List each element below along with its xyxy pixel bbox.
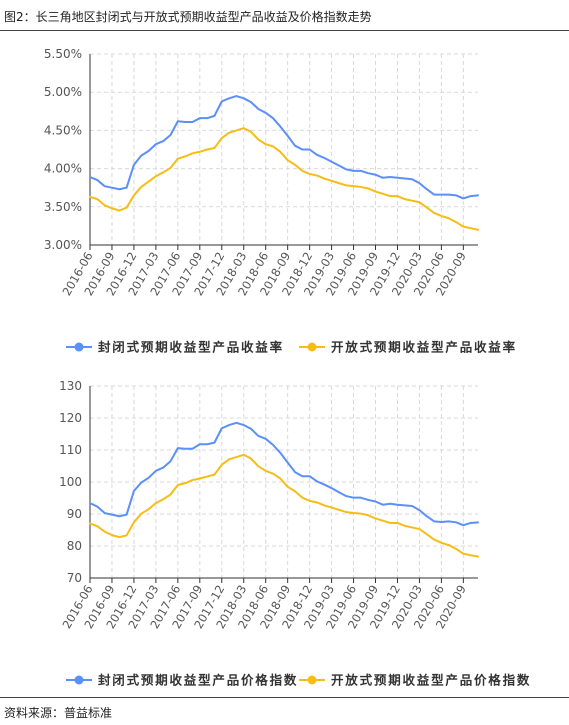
y-tick-label: 100	[59, 475, 82, 489]
series-line-0	[89, 421, 479, 527]
y-tick-label: 110	[59, 443, 82, 457]
y-tick-label: 5.50%	[44, 47, 82, 61]
legend-marker	[307, 675, 317, 685]
legend-item-1: 开放式预期收益型产品收益率	[299, 340, 517, 355]
legend-marker	[307, 342, 317, 352]
legend-label: 封闭式预期收益型产品收益率	[98, 340, 284, 355]
source-note: 资料来源：普益标准	[4, 706, 113, 720]
y-tick-label: 80	[67, 539, 82, 553]
figure-title: 图2：长三角地区封闭式与开放式预期收益型产品收益及价格指数走势	[4, 10, 372, 24]
series-line-1	[89, 453, 479, 558]
y-tick-label: 5.00%	[44, 85, 82, 99]
series-line-1	[89, 127, 479, 231]
y-tick-label: 70	[67, 571, 82, 585]
y-tick-label: 90	[67, 507, 82, 521]
bottom-rule	[0, 697, 569, 698]
legend-marker	[74, 675, 84, 685]
legend-label: 开放式预期收益型产品收益率	[331, 340, 517, 355]
y-tick-label: 130	[59, 379, 82, 393]
legend-item-1: 开放式预期收益型产品价格指数	[299, 673, 531, 688]
top-rule	[0, 30, 569, 31]
legend-label: 开放式预期收益型产品价格指数	[331, 673, 531, 688]
y-tick-label: 3.50%	[44, 200, 82, 214]
y-tick-label: 4.00%	[44, 162, 82, 176]
price-index-line-chart: 7080901001101201302016-062016-092016-122…	[59, 379, 531, 688]
series-line-0	[89, 95, 479, 200]
legend-item-0: 封闭式预期收益型产品收益率	[66, 340, 284, 355]
y-tick-label: 120	[59, 411, 82, 425]
legend-marker	[74, 342, 84, 352]
legend-label: 封闭式预期收益型产品价格指数	[98, 673, 298, 688]
legend-item-0: 封闭式预期收益型产品价格指数	[66, 673, 298, 688]
y-tick-label: 4.50%	[44, 123, 82, 137]
y-tick-label: 3.00%	[44, 238, 82, 252]
yield-line-chart: 3.00%3.50%4.00%4.50%5.00%5.50%2016-06201…	[44, 47, 517, 355]
